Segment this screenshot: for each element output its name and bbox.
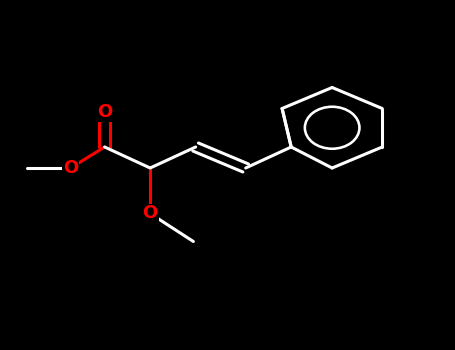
Text: O: O [97, 103, 112, 121]
Text: O: O [142, 204, 158, 223]
Text: O: O [63, 159, 78, 177]
